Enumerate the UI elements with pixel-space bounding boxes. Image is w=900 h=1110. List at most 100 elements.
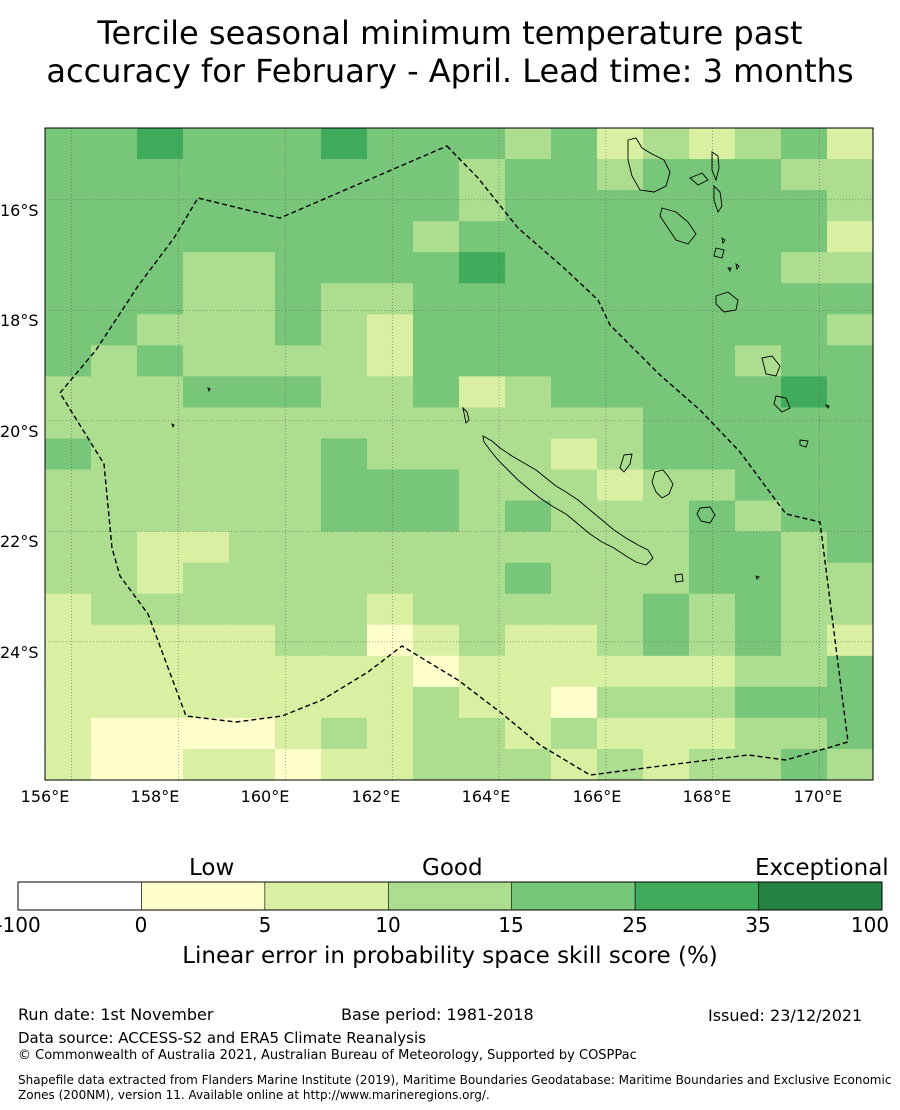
grid-cell	[781, 345, 828, 377]
grid-cell	[229, 252, 276, 284]
grid-cell	[459, 252, 506, 284]
grid-cell	[229, 655, 276, 688]
grid-cell	[735, 407, 782, 440]
grid-cell	[229, 686, 276, 719]
grid-cell	[321, 314, 368, 346]
grid-cell	[91, 345, 138, 377]
grid-cell	[781, 686, 828, 719]
colorbar-segment	[634, 881, 759, 911]
grid-cell	[551, 531, 598, 564]
grid-cell	[459, 562, 506, 595]
colorbar-tick-25: 25	[622, 913, 648, 937]
grid-cell	[45, 717, 92, 750]
grid-cell	[827, 407, 874, 440]
base-period: Base period: 1981-2018	[341, 1005, 534, 1024]
grid-cell	[827, 190, 874, 222]
grid-cell	[735, 655, 782, 688]
grid-cell	[689, 748, 736, 781]
grid-cell	[551, 500, 598, 533]
grid-cell	[229, 593, 276, 626]
grid-cell	[137, 748, 184, 781]
grid-cell	[321, 159, 368, 191]
grid-cell	[321, 190, 368, 222]
grid-cell	[689, 283, 736, 315]
grid-cell	[45, 128, 92, 160]
grid-cell	[413, 283, 460, 315]
grid-cell	[643, 624, 690, 657]
belep-islands	[462, 406, 470, 424]
grid-cell	[45, 190, 92, 222]
skill-grid	[45, 128, 874, 781]
grid-cell	[827, 531, 874, 564]
grid-cell	[91, 407, 138, 440]
grid-cell	[505, 159, 552, 191]
grid-cell	[505, 190, 552, 222]
loyalty-island-mare	[696, 506, 716, 524]
grid-cell	[183, 376, 230, 409]
grid-cell	[321, 407, 368, 440]
grid-cell	[137, 128, 184, 160]
grid-cell	[643, 655, 690, 688]
grid-cell	[459, 314, 506, 346]
grid-cell	[505, 655, 552, 688]
grid-cell	[367, 593, 414, 626]
grid-cell	[45, 283, 92, 315]
map-svg	[44, 127, 874, 781]
grid-cell	[551, 283, 598, 315]
small-islet-4	[171, 423, 175, 429]
grid-cell	[505, 562, 552, 595]
grid-cell	[781, 407, 828, 440]
grid-cell	[643, 128, 690, 160]
grid-cell	[45, 624, 92, 657]
grid-cell	[597, 686, 644, 719]
grid-cell	[275, 655, 322, 688]
grid-cell	[551, 438, 598, 471]
lat-label-20s: 20°S	[0, 422, 39, 441]
colorbar-tick-0: 0	[134, 913, 148, 937]
grid-cell	[551, 624, 598, 657]
grid-cell	[137, 283, 184, 315]
grid-cell	[413, 190, 460, 222]
grid-cell	[183, 128, 230, 160]
grid-cell	[183, 190, 230, 222]
grid-cell	[275, 500, 322, 533]
grid-cell	[45, 748, 92, 781]
grid-cell	[45, 314, 92, 346]
grid-cell	[137, 717, 184, 750]
grid-cell	[735, 593, 782, 626]
grid-cell	[183, 407, 230, 440]
grid-cell	[643, 283, 690, 315]
grid-cell	[643, 376, 690, 409]
grid-cell	[275, 469, 322, 502]
grid-cell	[413, 748, 460, 781]
grid-cell	[505, 128, 552, 160]
grid-cell	[367, 469, 414, 502]
grid-cell	[459, 345, 506, 377]
grid-cell	[413, 221, 460, 253]
grid-cell	[183, 500, 230, 533]
grid-cell	[367, 345, 414, 377]
grid-cell	[827, 438, 874, 471]
grid-cell	[45, 407, 92, 440]
lon-label-158e: 158°E	[130, 787, 180, 806]
grid-cell	[735, 624, 782, 657]
grid-cell	[229, 159, 276, 191]
grid-cell	[505, 748, 552, 781]
grid-cell	[45, 531, 92, 564]
grid-cell	[275, 438, 322, 471]
grid-cell	[229, 221, 276, 253]
grid-cell	[735, 438, 782, 471]
grid-cell	[321, 531, 368, 564]
colorbar-tick-100: 100	[850, 913, 890, 937]
grid-cell	[91, 283, 138, 315]
grid-cell	[413, 469, 460, 502]
grid-cell	[551, 562, 598, 595]
colorbar-category-exceptional: Exceptional	[755, 855, 889, 881]
grid-cell	[229, 376, 276, 409]
grid-cell	[183, 562, 230, 595]
grid-cell	[735, 314, 782, 346]
grid-cell	[183, 717, 230, 750]
grid-cell	[643, 717, 690, 750]
grid-cell	[735, 345, 782, 377]
small-islet-3	[207, 387, 211, 393]
